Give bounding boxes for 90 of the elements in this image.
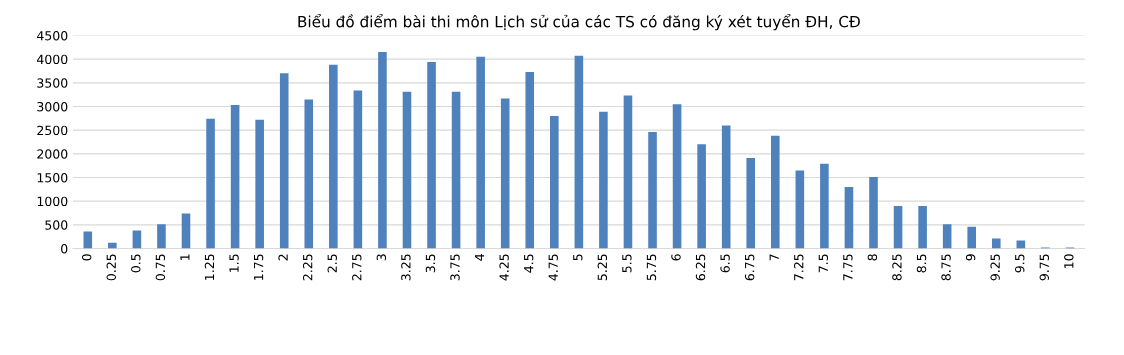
x-tick-label: 6.75 [744, 254, 755, 281]
y-tick-label: 1500 [37, 172, 68, 183]
x-tick-label: 8 [867, 254, 878, 261]
x-tick-label: 7.25 [794, 254, 804, 281]
x-tick-label: 2 [278, 254, 288, 261]
chart-title: Biểu đồ điểm bài thi môn Lịch sử của các TS có đăng ký xét tuyển ĐH, CĐ [298, 14, 860, 31]
bar [157, 224, 166, 249]
y-tick-label: 500 [45, 220, 68, 230]
bar [942, 224, 952, 249]
bar [550, 115, 559, 249]
bar [918, 205, 927, 249]
bar [83, 231, 93, 249]
bar [648, 132, 657, 249]
x-tick-label: 1.5 [229, 254, 239, 272]
x-tick-label: 3 [376, 254, 387, 261]
bar [304, 99, 314, 249]
bar [623, 95, 633, 249]
bar [181, 213, 191, 249]
x-tick-label: 3.25 [401, 254, 411, 281]
x-tick-label: 6.25 [695, 254, 706, 281]
x-tick-label: 9.75 [1039, 254, 1049, 281]
x-tick-label: 0.5 [131, 254, 141, 273]
bar [991, 238, 1001, 249]
bar [525, 71, 535, 249]
bar [378, 52, 387, 249]
x-tick-label: 4 [474, 254, 485, 261]
bar [746, 158, 756, 249]
x-tick-label: 2.75 [352, 254, 362, 281]
x-tick-label: 1 [180, 254, 190, 260]
bar [279, 73, 289, 249]
y-tick-label: 3000 [37, 101, 68, 112]
y-tick-label: 2000 [37, 149, 68, 159]
x-tick-label: 5.75 [646, 254, 657, 281]
bar [500, 98, 510, 249]
x-tick-label: 3.75 [450, 254, 460, 281]
x-tick-label: 8.5 [916, 254, 927, 273]
x-tick-label: 9.25 [990, 254, 1000, 281]
bar [230, 105, 240, 249]
bar [893, 205, 903, 249]
bar [599, 111, 608, 249]
x-tick-label: 6.5 [720, 254, 730, 273]
bar [476, 56, 485, 249]
x-tick-label: 7 [769, 254, 779, 261]
x-tick-label: 7.5 [818, 254, 829, 273]
bar [255, 119, 264, 249]
x-tick-label: 7.75 [843, 254, 853, 281]
y-tick-label: 4000 [37, 54, 68, 65]
bar [697, 144, 706, 249]
x-tick-label: 5 [573, 254, 583, 261]
x-tick-label: 10 [1064, 254, 1074, 268]
y-tick-label: 0 [61, 243, 68, 254]
bar [869, 177, 878, 249]
bar [795, 170, 805, 249]
bar [353, 90, 363, 249]
y-tick-label: 1000 [37, 196, 68, 207]
x-tick-label: 5.25 [597, 254, 608, 281]
x-tick-label: 2.25 [302, 254, 313, 281]
bar [329, 64, 338, 249]
x-tick-label: 0.75 [155, 254, 166, 281]
x-tick-label: 6 [671, 254, 681, 261]
x-tick-label: 0 [81, 254, 92, 261]
x-tick-label: 4.25 [499, 254, 509, 281]
bar [427, 62, 436, 249]
x-tick-label: 8.25 [892, 254, 902, 281]
bar [672, 104, 682, 249]
bar [770, 135, 780, 249]
x-tick-label: 5.5 [622, 254, 632, 273]
bar [402, 91, 412, 249]
bar [844, 186, 854, 249]
bar [967, 226, 977, 249]
bar [206, 118, 215, 249]
bar [108, 242, 117, 249]
x-tick-label: 3.5 [425, 254, 436, 273]
y-tick-label: 3500 [37, 78, 68, 88]
x-tick-label: 9.5 [1014, 254, 1025, 273]
x-tick-label: 1.75 [254, 254, 264, 280]
bar [1016, 240, 1026, 249]
x-tick-label: 4.75 [548, 254, 558, 281]
x-tick-label: 1.25 [204, 254, 215, 280]
y-tick-label: 2500 [37, 125, 68, 136]
bar [574, 55, 584, 249]
bar [820, 163, 829, 249]
bar [721, 125, 731, 249]
x-tick-label: 4.5 [524, 254, 534, 273]
x-tick-label: 2.5 [327, 254, 337, 273]
x-tick-label: 9 [965, 254, 976, 261]
x-tick-label: 0.25 [106, 254, 116, 281]
bar [451, 91, 461, 249]
x-tick-label: 8.75 [941, 254, 951, 281]
y-tick-label: 4500 [37, 30, 68, 41]
